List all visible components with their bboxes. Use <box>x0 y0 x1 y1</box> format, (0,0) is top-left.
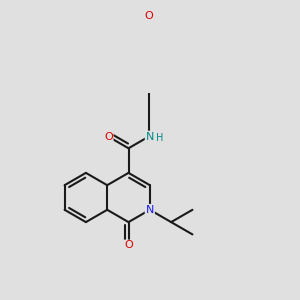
Text: O: O <box>144 11 153 21</box>
Text: O: O <box>124 241 133 250</box>
Text: O: O <box>104 132 112 142</box>
Text: N: N <box>146 205 154 215</box>
Text: H: H <box>156 133 163 143</box>
Text: N: N <box>146 132 154 142</box>
